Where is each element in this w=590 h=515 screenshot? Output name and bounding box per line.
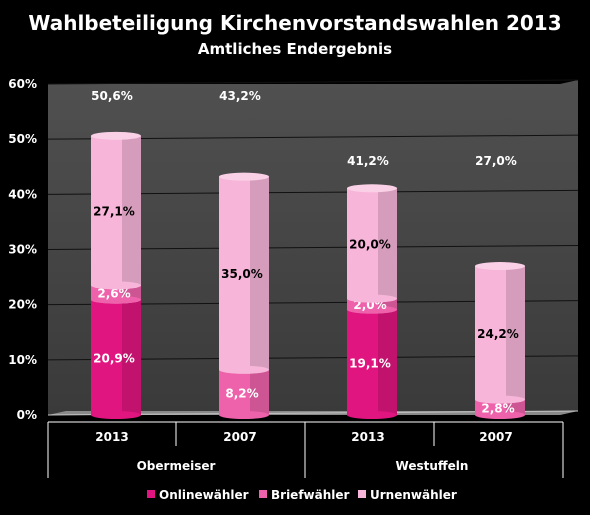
y-tick-label: 60% — [8, 77, 37, 91]
y-tick-label: 40% — [8, 187, 37, 201]
bar-bottom-cap — [347, 411, 397, 419]
bar-shade — [122, 299, 141, 415]
y-tick-label: 0% — [17, 408, 37, 422]
y-tick-label: 10% — [8, 353, 37, 367]
y-tick-label: 50% — [8, 132, 37, 146]
data-label: 19,1% — [349, 356, 391, 370]
data-label: 35,0% — [221, 267, 263, 281]
x-tick-label: 2013 — [351, 430, 384, 444]
bar-bottom-cap — [219, 411, 269, 419]
bar-bottom-cap — [91, 411, 141, 419]
bar-top-cap — [91, 131, 141, 140]
bar-shade — [506, 266, 525, 400]
legend-swatch — [259, 490, 267, 498]
data-label: 8,2% — [225, 386, 258, 400]
data-label: 20,9% — [93, 351, 135, 365]
bar-shade — [506, 399, 525, 415]
gridline — [47, 79, 579, 85]
x-tick-label: 2007 — [479, 430, 512, 444]
bar-bottom-cap — [91, 295, 141, 304]
x-tick-label: 2007 — [223, 430, 256, 444]
legend-label: Onlinewähler — [159, 488, 249, 502]
bar-top-cap — [219, 172, 269, 181]
legend: Onlinewähler Briefwähler Urnenwähler — [147, 488, 457, 502]
data-label: 27,1% — [93, 205, 135, 219]
data-label: 20,0% — [349, 237, 391, 251]
x-tick-label: 2013 — [95, 430, 128, 444]
group-label: Obermeiser — [137, 459, 216, 473]
y-tick-label: 30% — [8, 243, 37, 257]
bar-bottom-cap — [475, 411, 525, 419]
bar-top-cap — [347, 184, 397, 193]
group-label: Westuffeln — [396, 459, 469, 473]
bar-bottom-cap — [347, 305, 397, 314]
chart-subtitle: Amtliches Endergebnis — [198, 40, 392, 58]
legend-swatch — [358, 490, 366, 498]
bar-shade — [122, 135, 141, 286]
bar-top-cap — [475, 262, 525, 271]
bar-shade — [250, 369, 269, 415]
legend-label: Briefwähler — [271, 488, 350, 502]
bar-bottom-cap — [91, 281, 141, 290]
bar-shade — [378, 298, 397, 310]
bar-bottom-cap — [219, 365, 269, 374]
bar-shade — [250, 176, 269, 370]
y-tick-label: 20% — [8, 298, 37, 312]
data-label: 24,2% — [477, 327, 519, 341]
chart-title: Wahlbeteiligung Kirchenvorstandswahlen 2… — [28, 11, 561, 35]
data-label: 2,6% — [97, 287, 130, 301]
legend-label: Urnenwähler — [370, 488, 457, 502]
total-label: 27,0% — [475, 154, 517, 168]
bar-shade — [378, 309, 397, 415]
total-label: 50,6% — [91, 89, 133, 103]
bar-segment — [347, 298, 397, 310]
data-label: 2,8% — [481, 401, 514, 415]
total-label: 41,2% — [347, 154, 389, 168]
bar-bottom-cap — [475, 395, 525, 404]
bar-bottom-cap — [347, 294, 397, 303]
bar-shade — [378, 188, 397, 299]
legend-swatch — [147, 490, 155, 498]
total-label: 43,2% — [219, 89, 261, 103]
